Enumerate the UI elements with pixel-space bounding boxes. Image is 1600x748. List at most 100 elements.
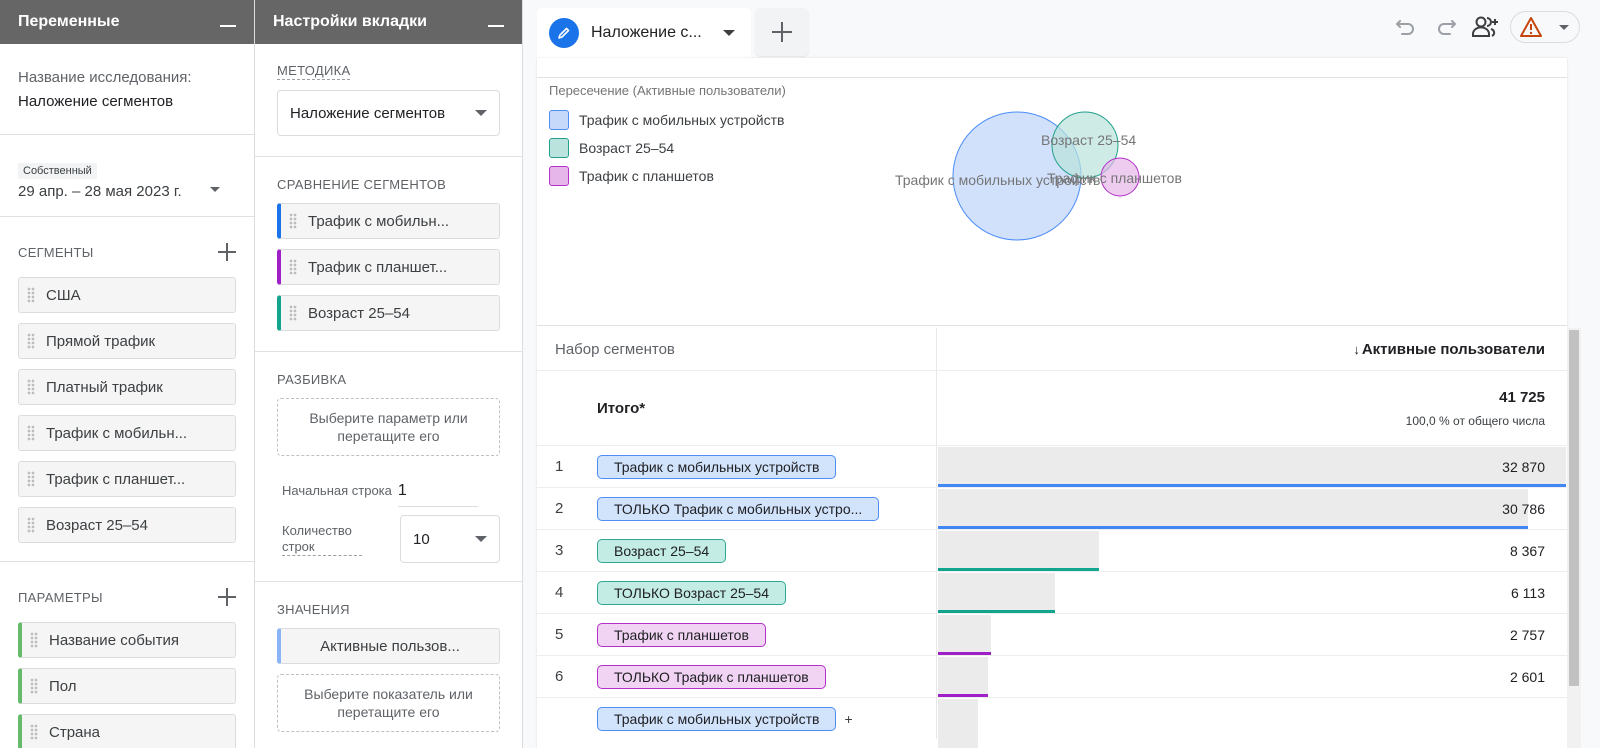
- breakdown-title: РАЗБИВКА: [277, 372, 347, 387]
- add-segment-icon[interactable]: [218, 243, 236, 261]
- drag-handle-icon[interactable]: [27, 287, 35, 303]
- segment-item[interactable]: Трафик с мобильн...: [18, 415, 236, 451]
- table-row[interactable]: 4 ТОЛЬКО Возраст 25–54 6 113: [537, 572, 1567, 614]
- legend-item[interactable]: Трафик с планшетов: [549, 162, 784, 190]
- value-item[interactable]: Активные пользов...: [277, 628, 500, 664]
- breakdown-dropzone[interactable]: Выберите параметр или перетащите его: [277, 398, 500, 456]
- minimize-icon[interactable]: [488, 15, 504, 29]
- compare-segment-item[interactable]: Трафик с мобильн...: [277, 203, 500, 239]
- technique-title: МЕТОДИКА: [277, 63, 351, 80]
- chevron-down-icon[interactable]: [723, 30, 735, 36]
- total-label: Итого*: [537, 371, 937, 445]
- params-section: ПАРАМЕТРЫ Название события Пол Страна: [0, 562, 254, 748]
- venn-label-age: Возраст 25–54: [1041, 132, 1137, 148]
- segment-pill[interactable]: ТОЛЬКО Возраст 25–54: [597, 580, 786, 605]
- start-row-label: Начальная строка: [282, 483, 392, 498]
- col-header-active-users[interactable]: ↓ Активные пользователи: [1353, 340, 1545, 358]
- legend-swatch: [549, 166, 569, 186]
- add-tab-button[interactable]: [755, 8, 809, 56]
- add-param-icon[interactable]: [218, 588, 236, 606]
- segment-item[interactable]: Возраст 25–54: [18, 507, 236, 543]
- warning-menu-button[interactable]: [1510, 11, 1580, 43]
- redo-icon[interactable]: [1426, 10, 1466, 44]
- share-user-add-icon[interactable]: [1466, 10, 1506, 44]
- segment-item[interactable]: Трафик с планшет...: [18, 461, 236, 497]
- segment-item[interactable]: США: [18, 277, 236, 313]
- table-row[interactable]: 5 Трафик с планшетов 2 757: [537, 614, 1567, 656]
- segment-pill[interactable]: ТОЛЬКО Трафик с планшетов: [597, 664, 826, 689]
- drag-handle-icon[interactable]: [27, 517, 35, 533]
- compare-segment-item[interactable]: Возраст 25–54: [277, 295, 500, 331]
- segment-item[interactable]: Платный трафик: [18, 369, 236, 405]
- table-row[interactable]: 3 Возраст 25–54 8 367: [537, 530, 1567, 572]
- date-range-picker[interactable]: Собственный 29 апр. – 28 мая 2023 г.: [0, 135, 254, 217]
- table-scrollbar[interactable]: [1567, 328, 1581, 748]
- table-row[interactable]: 2 ТОЛЬКО Трафик с мобильных устро... 30 7…: [537, 488, 1567, 530]
- segment-pill[interactable]: Трафик с мобильных устройств: [597, 706, 837, 731]
- venn-label-mobile: Трафик с мобильных устройств: [895, 172, 1101, 188]
- rows-count-select[interactable]: 10: [400, 515, 500, 563]
- chevron-down-icon[interactable]: [210, 187, 220, 192]
- plus-icon: [772, 22, 792, 42]
- segments-section: СЕГМЕНТЫ США Прямой трафик Платный трафи…: [0, 217, 254, 562]
- total-value: 41 725: [1499, 388, 1545, 406]
- values-section: ЗНАЧЕНИЯ Активные пользов... Выберите по…: [255, 582, 522, 732]
- drag-handle-icon[interactable]: [30, 724, 38, 740]
- variables-panel-title: Переменные: [18, 13, 120, 30]
- main-area: Наложение с...: [523, 0, 1600, 748]
- legend-item[interactable]: Трафик с мобильных устройств: [549, 106, 784, 134]
- table-row[interactable]: 1 Трафик с мобильных устройств 32 870: [537, 446, 1567, 488]
- scrollbar-thumb[interactable]: [1569, 330, 1579, 686]
- segment-pill[interactable]: Возраст 25–54: [597, 538, 727, 563]
- drag-handle-icon[interactable]: [27, 425, 35, 441]
- pencil-icon: [549, 18, 579, 48]
- breakdown-section: РАЗБИВКА Выберите параметр или перетащит…: [255, 352, 522, 582]
- segment-pill[interactable]: Трафик с планшетов: [597, 622, 766, 647]
- warning-icon: [1520, 17, 1542, 37]
- drag-handle-icon[interactable]: [27, 333, 35, 349]
- tab-label: Наложение с...: [591, 24, 702, 41]
- report-canvas: Пересечение (Активные пользователи) Траф…: [537, 58, 1581, 748]
- table-header: Набор сегментов ↓ Активные пользователи: [537, 328, 1567, 371]
- legend-item[interactable]: Возраст 25–54: [549, 134, 784, 162]
- minimize-icon[interactable]: [220, 15, 236, 29]
- param-item[interactable]: Страна: [18, 714, 236, 748]
- param-item[interactable]: Пол: [18, 668, 236, 704]
- settings-panel-title: Настройки вкладки: [273, 13, 427, 30]
- technique-select[interactable]: Наложение сегментов: [277, 90, 500, 136]
- segment-item[interactable]: Прямой трафик: [18, 323, 236, 359]
- segment-pill[interactable]: ТОЛЬКО Трафик с мобильных устро...: [597, 496, 880, 521]
- rows-count-field: Количество строк 10: [277, 515, 500, 563]
- undo-icon[interactable]: [1386, 10, 1426, 44]
- drag-handle-icon[interactable]: [27, 471, 35, 487]
- venn-legend: Трафик с мобильных устройств Возраст 25–…: [549, 106, 784, 190]
- drag-handle-icon[interactable]: [289, 259, 297, 275]
- segment-comparison-title: СРАВНЕНИЕ СЕГМЕНТОВ: [277, 177, 447, 192]
- venn-chart: [952, 111, 1140, 241]
- start-row-input[interactable]: 1: [397, 482, 478, 507]
- table-row[interactable]: 6 ТОЛЬКО Трафик с планшетов 2 601: [537, 656, 1567, 698]
- compare-segment-item[interactable]: Трафик с планшет...: [277, 249, 500, 285]
- drag-handle-icon[interactable]: [27, 379, 35, 395]
- table-total-row: Итого* 41 725 100,0 % от общего числа: [537, 371, 1567, 446]
- table-row[interactable]: Трафик с мобильных устройств +: [537, 698, 1567, 748]
- values-dropzone[interactable]: Выберите показатель или перетащите его: [277, 674, 500, 732]
- drag-handle-icon[interactable]: [30, 678, 38, 694]
- drag-handle-icon[interactable]: [289, 305, 297, 321]
- date-range-text: 29 апр. – 28 мая 2023 г.: [18, 183, 182, 200]
- param-item[interactable]: Название события: [18, 622, 236, 658]
- segment-comparison-section: СРАВНЕНИЕ СЕГМЕНТОВ Трафик с мобильн... …: [255, 157, 522, 352]
- drag-handle-icon[interactable]: [289, 213, 297, 229]
- segment-pill[interactable]: Трафик с мобильных устройств: [597, 454, 837, 479]
- drag-handle-icon[interactable]: [30, 632, 38, 648]
- study-name-input[interactable]: Наложение сегментов: [18, 93, 174, 110]
- toolbar: [1386, 10, 1600, 44]
- values-title: ЗНАЧЕНИЯ: [277, 602, 350, 617]
- tab-segment-overlap[interactable]: Наложение с...: [537, 8, 751, 58]
- plus-icon: +: [844, 710, 853, 727]
- chevron-down-icon: [475, 110, 487, 116]
- segments-table: Набор сегментов ↓ Активные пользователи …: [537, 328, 1567, 748]
- chevron-down-icon: [475, 536, 487, 542]
- venn-label-tablet: Трафик с планшетов: [1047, 170, 1182, 186]
- total-percent: 100,0 % от общего числа: [1405, 413, 1545, 428]
